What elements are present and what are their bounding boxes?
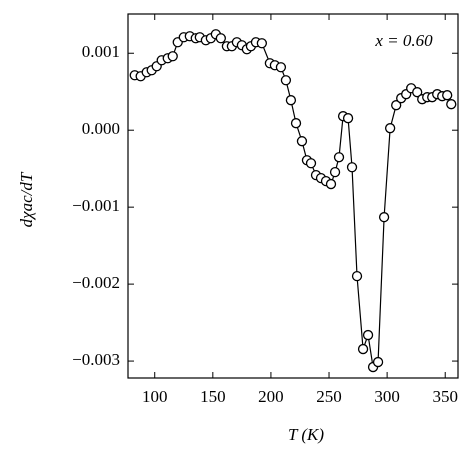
x-tick-label: 300 [374,387,400,406]
y-tick-label: 0.000 [82,119,120,138]
data-point [215,33,226,44]
data-point [290,118,302,129]
series-line [134,33,452,369]
x-tick-label: 250 [316,387,342,406]
data-point [285,95,297,106]
annotation: x = 0.60 [374,31,433,50]
data-point [384,123,396,134]
data-point [372,356,384,368]
y-axis-label: dχac/dT [17,171,36,227]
y-tick-label: −0.001 [72,196,120,215]
data-point [325,178,337,190]
data-point [351,270,363,282]
data-point [378,212,390,223]
data-point [346,162,358,173]
data-point [275,62,287,73]
data-point [305,158,317,169]
x-axis-label: T (K) [288,425,324,444]
x-tick-label: 350 [432,387,458,406]
data-point [446,99,457,110]
data-point [342,113,354,124]
data-point [280,75,292,86]
y-tick-label: −0.003 [72,350,120,369]
data-point [412,87,423,98]
y-tick-label: −0.002 [72,273,120,292]
data-point [362,329,374,341]
x-tick-label: 150 [200,387,226,406]
plot-frame [127,13,459,379]
y-tick-label: 0.001 [82,42,120,61]
data-point [333,152,345,163]
data-point [391,100,402,111]
data-point [296,136,308,147]
x-tick-label: 200 [258,387,284,406]
x-tick-label: 100 [142,387,168,406]
data-point [442,90,453,101]
data-point [256,38,268,49]
data-point [357,343,369,355]
data-point [329,166,341,178]
data-point [167,51,178,62]
